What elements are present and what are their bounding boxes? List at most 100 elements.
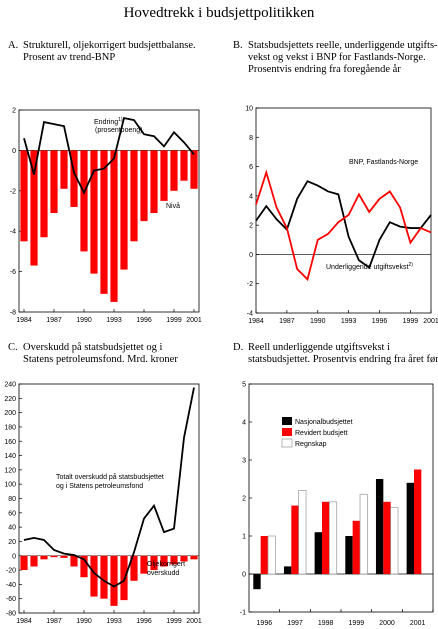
- panel-d-bar-1999-1: [352, 520, 361, 574]
- panel-b-xtick-label-1987: 1987: [279, 318, 295, 325]
- panel-b-title: B. Statsbudsjettets reelle, underliggend…: [233, 40, 438, 76]
- panel-a-ytick-label-1: -6: [10, 269, 16, 276]
- panel-b-label-utgiftsvekst: Underliggende utgiftsvekst2): [326, 262, 413, 271]
- panel-a-bar-1992: [100, 150, 108, 294]
- panel-b-xtick-label-1996: 1996: [372, 318, 388, 325]
- panel-a-bar-1996: [140, 150, 148, 222]
- panel-d-ytick-label-0: -1: [240, 610, 246, 617]
- panel-a-xtick-label-1996: 1996: [136, 317, 152, 324]
- panel-d-ytick-label-2: 1: [242, 534, 246, 541]
- panel-d-legend-swatch-2: [281, 438, 293, 448]
- panel-c-bar-1984: [20, 555, 28, 571]
- panel-c-bar-1999: [170, 555, 178, 565]
- panel-b-label-bnp: BNP, Fastlands-Norge: [349, 159, 418, 166]
- panel-c-bar-1998: [160, 555, 168, 567]
- panel-d-ytick-label-1: 0: [242, 572, 246, 579]
- panel-c-ytick-label-9: 100: [4, 482, 16, 489]
- panel-a-bar-2000: [180, 150, 188, 181]
- panel-a-bar-1997: [150, 150, 158, 214]
- panel-d-legend-label-1: Revidert budsjett: [295, 430, 348, 437]
- panel-d-bar-1999-2: [359, 493, 368, 575]
- panel-c-xtick-label-1993: 1993: [106, 618, 122, 625]
- panel-c-ytick-label-3: -20: [6, 568, 16, 575]
- panel-c-ytick-label-4: 0: [12, 553, 16, 560]
- panel-c-xtick-label-1996: 1996: [136, 618, 152, 625]
- panel-c-label-olje-1: Oljekorrigert: [147, 561, 185, 568]
- panel-b-label: B.: [233, 40, 243, 51]
- page-title: Hovedtrekk i budsjettpolitikken: [123, 5, 315, 21]
- panel-b-ytick-label-6: 8: [249, 135, 253, 142]
- panel-c-bar-1992: [100, 555, 108, 599]
- panel-c-line-totalt: [23, 387, 195, 588]
- panel-b-ytick-label-2: 0: [249, 252, 253, 259]
- panel-d-label: D.: [233, 342, 244, 353]
- panel-b-xtick-label-1990: 1990: [310, 318, 326, 325]
- panel-c-xtick-label-1987: 1987: [46, 618, 62, 625]
- panel-a-ytick-label-3: -2: [10, 188, 16, 195]
- panel-b-title-line-1: Statsbudsjettets reelle, underliggende u…: [248, 40, 438, 51]
- panel-d-title-line-2: statsbudsjettet. Prosentvis endring fra …: [248, 354, 438, 365]
- panel-a-bar-1993: [110, 150, 118, 302]
- panel-d-bar-1997-0: [283, 566, 292, 574]
- panel-b-line-utgiftsvekst: [255, 169, 432, 282]
- panel-d-ytick-label-4: 3: [242, 458, 246, 465]
- panel-c-bar-1995: [130, 555, 138, 581]
- panel-a-label-endring: Endring1): [94, 117, 123, 126]
- panel-d-xtick-label-1997: 1997: [287, 620, 303, 627]
- panel-a-bar-1986: [40, 150, 48, 238]
- panel-a-bar-1989: [70, 150, 78, 207]
- panel-a-bar-1994: [120, 150, 128, 270]
- panel-c-plot-frame: [18, 383, 200, 614]
- panel-c-bar-1989: [70, 555, 78, 567]
- panel-a-label-endring-sub: (prosentpoeng): [95, 127, 142, 134]
- panel-c-ytick-label-2: -40: [6, 582, 16, 589]
- panel-a-title-line-2: Prosent av trend-BNP: [23, 52, 116, 63]
- panel-a-bar-1987: [50, 150, 58, 214]
- panel-c-bar-1996: [140, 555, 148, 574]
- panel-d-xtick-label-2000: 2000: [379, 620, 395, 627]
- panel-a-title-line-1: Strukturell, oljekorrigert budsjettbalan…: [23, 40, 196, 51]
- panel-d-bar-1999-0: [345, 536, 353, 574]
- panel-a-bar-1990: [80, 150, 88, 252]
- panel-d-ytick-label-5: 4: [242, 420, 246, 427]
- panel-d-bar-2000-0: [375, 479, 384, 574]
- panel-c-bar-1988: [60, 555, 68, 558]
- panel-c-ytick-label-16: 240: [4, 382, 16, 389]
- panel-c-ytick-label-1: -60: [6, 596, 16, 603]
- panel-a-ytick-label-0: -8: [10, 310, 16, 317]
- panel-b-ytick-label-4: 4: [249, 193, 253, 200]
- panel-c-bar-1994: [120, 555, 128, 601]
- panel-c-ytick-label-6: 40: [8, 525, 16, 532]
- panel-c-label-totalt-2: og i Statens petroleumsfond: [56, 483, 143, 490]
- panel-a-label-niva: Nivå: [166, 202, 180, 210]
- panel-d-bar-2000-2: [390, 507, 399, 575]
- panel-b-ytick-label-1: -2: [247, 281, 253, 288]
- panel-b-ytick-label-0: -4: [247, 311, 253, 318]
- panel-d-xtick-label-1999: 1999: [349, 620, 365, 627]
- panel-c-ytick-label-13: 180: [4, 424, 16, 431]
- panel-a-bar-2001: [190, 150, 198, 189]
- panel-a-xtick-label-2001: 2001: [186, 317, 202, 324]
- panel-c-title-line-2: Statens petroleumsfond. Mrd. kroner: [23, 354, 178, 365]
- panel-d-bar-2001-1: [413, 469, 422, 574]
- panel-b-plot-frame: [255, 107, 432, 314]
- panel-c-bar-1991: [90, 555, 98, 597]
- panel-c-label-olje-2: overskudd: [147, 570, 179, 577]
- panel-a-ytick-label-5: 2: [12, 108, 16, 115]
- panel-b-ytick-label-5: 6: [249, 164, 253, 171]
- panel-c-bar-2000: [180, 555, 188, 562]
- panel-b-xtick-label-1999: 1999: [403, 318, 419, 325]
- panel-d-bar-2000-1: [383, 501, 391, 574]
- panel-c-ytick-label-12: 160: [4, 439, 16, 446]
- panel-a-bar-1999: [170, 150, 178, 191]
- panel-c-xtick-label-1990: 1990: [76, 618, 92, 625]
- panel-c-ytick-label-15: 220: [4, 396, 16, 403]
- panel-a-xtick-label-1993: 1993: [106, 317, 122, 324]
- panel-b-xtick-label-2001: 2001: [423, 318, 438, 325]
- panel-a-xtick-label-1990: 1990: [76, 317, 92, 324]
- panel-d-xtick-label-1996: 1996: [257, 620, 273, 627]
- panel-b-title-line-3: Prosentvis endring fra foregående år: [248, 64, 401, 75]
- panel-c-bar-1990: [80, 555, 88, 578]
- panel-b-ytick-label-3: 2: [249, 223, 253, 230]
- panel-b-xtick-label-1993: 1993: [341, 318, 357, 325]
